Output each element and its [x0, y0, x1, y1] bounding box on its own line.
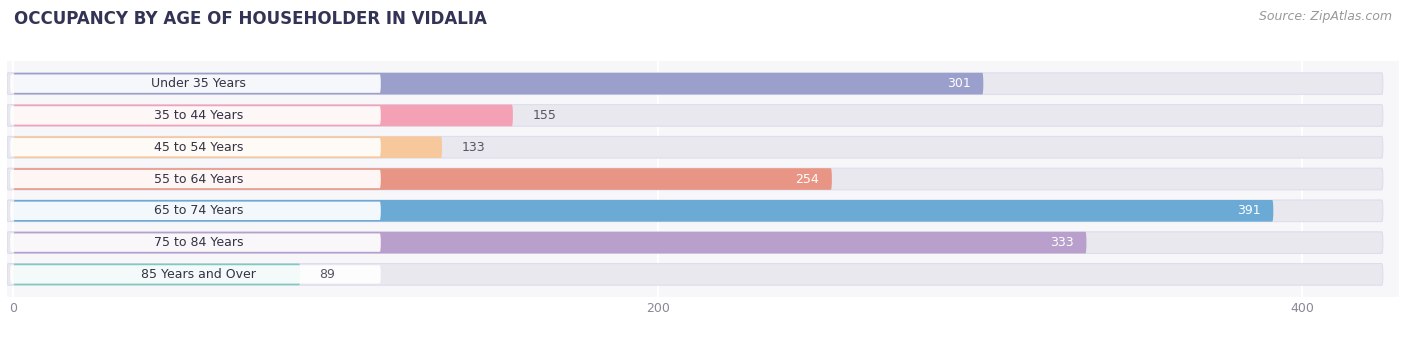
Text: 45 to 54 Years: 45 to 54 Years [155, 141, 243, 154]
Text: 85 Years and Over: 85 Years and Over [142, 268, 256, 281]
Text: 391: 391 [1237, 204, 1260, 217]
FancyBboxPatch shape [14, 136, 441, 158]
FancyBboxPatch shape [10, 74, 381, 93]
Text: 301: 301 [946, 77, 970, 90]
FancyBboxPatch shape [7, 264, 1384, 285]
FancyBboxPatch shape [10, 202, 381, 220]
Text: OCCUPANCY BY AGE OF HOUSEHOLDER IN VIDALIA: OCCUPANCY BY AGE OF HOUSEHOLDER IN VIDAL… [14, 10, 486, 28]
Text: 65 to 74 Years: 65 to 74 Years [155, 204, 243, 217]
FancyBboxPatch shape [10, 170, 381, 188]
FancyBboxPatch shape [7, 168, 1384, 190]
FancyBboxPatch shape [7, 105, 1384, 126]
FancyBboxPatch shape [14, 200, 1274, 222]
Text: 55 to 64 Years: 55 to 64 Years [155, 173, 243, 186]
Text: 333: 333 [1050, 236, 1074, 249]
FancyBboxPatch shape [10, 234, 381, 252]
FancyBboxPatch shape [14, 73, 983, 94]
Text: Under 35 Years: Under 35 Years [152, 77, 246, 90]
Text: 89: 89 [319, 268, 336, 281]
Text: 133: 133 [461, 141, 485, 154]
FancyBboxPatch shape [14, 232, 1087, 253]
FancyBboxPatch shape [10, 265, 381, 284]
FancyBboxPatch shape [7, 232, 1384, 253]
FancyBboxPatch shape [7, 73, 1384, 94]
FancyBboxPatch shape [10, 138, 381, 157]
Text: 75 to 84 Years: 75 to 84 Years [155, 236, 243, 249]
FancyBboxPatch shape [7, 200, 1384, 222]
Text: Source: ZipAtlas.com: Source: ZipAtlas.com [1258, 10, 1392, 23]
FancyBboxPatch shape [7, 136, 1384, 158]
Text: 254: 254 [796, 173, 818, 186]
FancyBboxPatch shape [14, 264, 301, 285]
FancyBboxPatch shape [14, 105, 513, 126]
Text: 155: 155 [533, 109, 557, 122]
FancyBboxPatch shape [10, 106, 381, 124]
Text: 35 to 44 Years: 35 to 44 Years [155, 109, 243, 122]
FancyBboxPatch shape [14, 168, 832, 190]
